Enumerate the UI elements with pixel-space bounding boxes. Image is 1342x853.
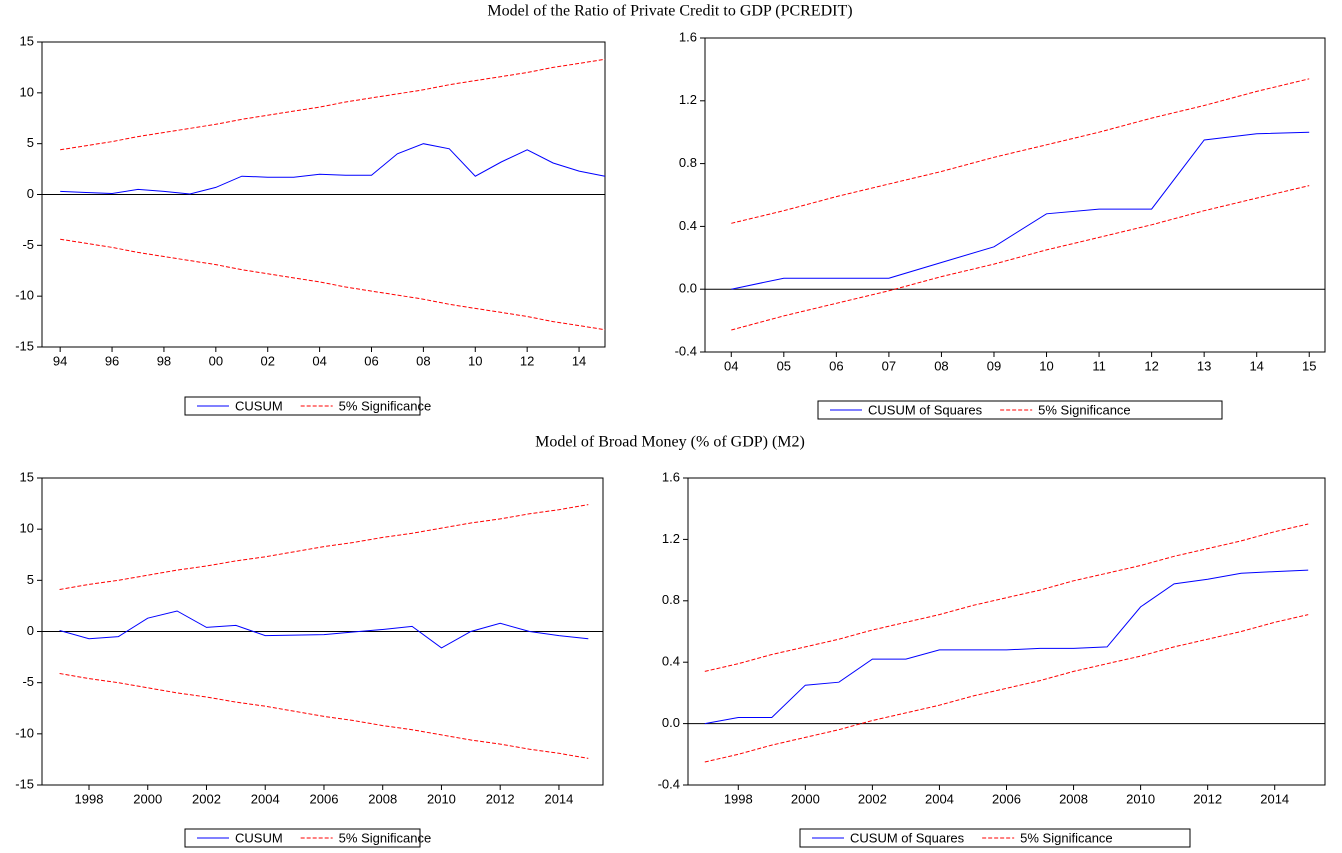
y-tick-label: 10 <box>20 84 34 99</box>
x-tick-label: 12 <box>1144 358 1158 373</box>
y-tick-label: 1.2 <box>662 531 680 546</box>
x-tick-label: 04 <box>724 358 738 373</box>
x-tick-label: 2012 <box>1193 791 1222 806</box>
series-line <box>60 238 606 331</box>
series-line <box>59 673 589 759</box>
x-tick-label: 2006 <box>992 791 1021 806</box>
x-tick-label: 2014 <box>544 791 573 806</box>
x-tick-label: 2014 <box>1260 791 1289 806</box>
series-line <box>704 614 1309 763</box>
x-tick-label: 12 <box>520 353 534 368</box>
x-tick-label: 2012 <box>486 791 515 806</box>
section-title: Model of Broad Money (% of GDP) (M2) <box>535 434 805 451</box>
y-tick-label: 0.8 <box>662 592 680 607</box>
legend-label: CUSUM of Squares <box>850 830 965 845</box>
series-line <box>59 504 589 590</box>
y-tick-label: -5 <box>22 674 34 689</box>
x-tick-label: 14 <box>572 353 586 368</box>
x-tick-label: 11 <box>1092 358 1106 373</box>
y-tick-label: -0.4 <box>675 343 697 358</box>
x-tick-label: 2004 <box>251 791 280 806</box>
x-tick-label: 98 <box>157 353 171 368</box>
y-tick-label: 0 <box>27 186 34 201</box>
y-tick-label: 0.0 <box>662 715 680 730</box>
y-tick-label: 15 <box>20 33 34 48</box>
x-tick-label: 2008 <box>368 791 397 806</box>
y-tick-label: 10 <box>20 521 34 536</box>
legend-label: 5% Significance <box>339 830 432 845</box>
x-tick-label: 2004 <box>925 791 954 806</box>
legend-box <box>817 400 1223 420</box>
x-tick-label: 2002 <box>858 791 887 806</box>
y-tick-label: 5 <box>27 572 34 587</box>
x-tick-label: 2000 <box>133 791 162 806</box>
y-tick-label: 0 <box>27 623 34 638</box>
series-line <box>60 143 606 195</box>
x-tick-label: 1998 <box>724 791 753 806</box>
y-tick-label: -10 <box>15 288 34 303</box>
y-tick-label: 15 <box>20 469 34 484</box>
plot-frame <box>687 477 1326 786</box>
plot-frame <box>704 37 1326 353</box>
y-tick-label: 0.8 <box>679 155 697 170</box>
x-tick-label: 07 <box>882 358 896 373</box>
x-tick-label: 1998 <box>75 791 104 806</box>
legend-label: 5% Significance <box>1038 402 1131 417</box>
x-tick-label: 10 <box>1039 358 1053 373</box>
x-tick-label: 13 <box>1197 358 1211 373</box>
x-tick-label: 15 <box>1302 358 1316 373</box>
x-tick-label: 08 <box>416 353 430 368</box>
series-line <box>60 58 606 151</box>
x-tick-label: 02 <box>260 353 274 368</box>
x-tick-label: 2010 <box>427 791 456 806</box>
x-tick-label: 05 <box>777 358 791 373</box>
y-tick-label: -15 <box>15 338 34 353</box>
x-tick-label: 09 <box>987 358 1001 373</box>
y-tick-label: -15 <box>15 776 34 791</box>
y-tick-label: -0.4 <box>658 776 680 791</box>
series-line <box>731 78 1310 224</box>
section-title: Model of the Ratio of Private Credit to … <box>487 3 852 20</box>
x-tick-label: 94 <box>53 353 67 368</box>
series-line <box>731 131 1310 290</box>
y-tick-label: 1.6 <box>662 469 680 484</box>
legend-box <box>799 828 1191 848</box>
y-tick-label: -10 <box>15 725 34 740</box>
x-tick-label: 06 <box>829 358 843 373</box>
x-tick-label: 2002 <box>192 791 221 806</box>
legend-label: CUSUM <box>235 398 283 413</box>
legend-label: 5% Significance <box>339 398 432 413</box>
y-tick-label: 1.2 <box>679 92 697 107</box>
x-tick-label: 96 <box>105 353 119 368</box>
y-tick-label: -5 <box>22 237 34 252</box>
x-tick-label: 04 <box>312 353 326 368</box>
series-line <box>704 569 1309 725</box>
y-tick-label: 5 <box>27 135 34 150</box>
y-tick-label: 0.4 <box>662 654 680 669</box>
x-tick-label: 14 <box>1249 358 1263 373</box>
legend-box <box>184 828 421 848</box>
x-tick-label: 2008 <box>1059 791 1088 806</box>
y-tick-label: 0.0 <box>679 281 697 296</box>
x-tick-label: 2000 <box>791 791 820 806</box>
legend-label: CUSUM of Squares <box>868 402 983 417</box>
x-tick-label: 10 <box>468 353 482 368</box>
x-tick-label: 06 <box>364 353 378 368</box>
series-line <box>731 185 1310 331</box>
series-line <box>59 610 589 649</box>
legend-label: CUSUM <box>235 830 283 845</box>
x-tick-label: 2010 <box>1126 791 1155 806</box>
y-tick-label: 0.4 <box>679 218 697 233</box>
legend-box <box>184 396 421 416</box>
series-line <box>704 523 1309 672</box>
x-tick-label: 2006 <box>310 791 339 806</box>
x-tick-label: 00 <box>209 353 223 368</box>
y-tick-label: 1.6 <box>679 29 697 44</box>
legend-label: 5% Significance <box>1020 830 1113 845</box>
x-tick-label: 08 <box>934 358 948 373</box>
